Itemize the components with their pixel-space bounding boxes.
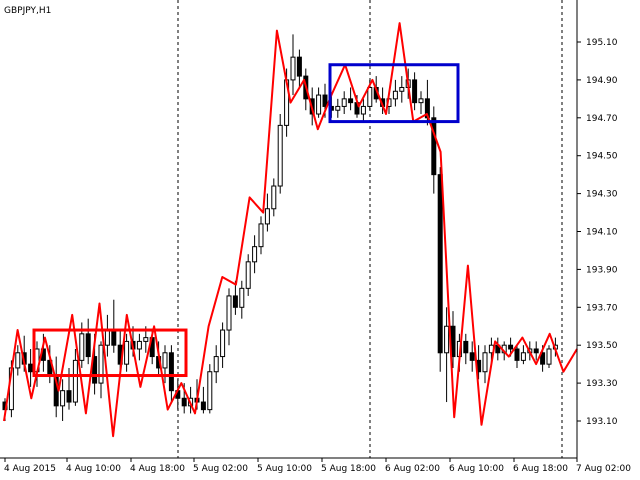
candle-body: [220, 329, 226, 358]
candle-body: [412, 79, 418, 104]
candle-body: [367, 86, 373, 107]
price-tick-label: 194.70: [586, 114, 618, 124]
price-tick-label: 194.90: [586, 76, 618, 86]
candle-body: [232, 295, 238, 308]
candle-body: [104, 329, 110, 346]
candle-body: [335, 105, 341, 111]
candle-body: [258, 223, 264, 248]
candle-body: [514, 348, 520, 361]
price-axis: 195.10 194.90 194.70 194.50 194.30 194.10 193.…: [577, 38, 618, 427]
candle-body: [245, 261, 251, 289]
candle-body: [66, 390, 72, 403]
candle-body: [15, 352, 21, 369]
candle-body: [98, 344, 104, 384]
candle-body: [124, 340, 130, 365]
candle-body: [111, 329, 117, 346]
candle-body: [520, 352, 526, 361]
time-tick-label: 4 Aug 2015: [4, 464, 56, 474]
candle-body: [226, 295, 232, 331]
time-tick-label: 6 Aug 02:00: [385, 464, 440, 474]
price-tick-label: 194.50: [586, 152, 618, 162]
candle-body: [277, 124, 283, 187]
candle-body: [213, 356, 219, 373]
candle-body: [463, 340, 469, 354]
candle-body: [296, 56, 302, 77]
price-tick-label: 193.10: [586, 417, 618, 427]
zigzag-indicator: [3, 22, 578, 438]
time-tick-label: 5 Aug 10:00: [257, 464, 312, 474]
candle-body: [392, 90, 398, 100]
candle-body: [290, 56, 296, 81]
candle-body: [341, 98, 347, 107]
price-tick-label: 193.90: [586, 265, 618, 275]
time-tick-label: 6 Aug 10:00: [449, 464, 504, 474]
candle-body: [546, 348, 552, 365]
candle-body: [85, 333, 91, 358]
candle-body: [207, 371, 213, 411]
candle-body: [252, 246, 258, 263]
time-tick-label: 5 Aug 18:00: [321, 464, 376, 474]
range-box-high: [328, 63, 460, 124]
price-tick-label: 193.30: [586, 379, 618, 389]
price-tick-label: 193.50: [586, 341, 618, 351]
time-tick-label: 4 Aug 10:00: [66, 464, 121, 474]
candle-body: [322, 94, 328, 107]
range-box-low: [32, 328, 188, 378]
candle-body: [136, 340, 142, 350]
price-tick-label: 194.10: [586, 228, 618, 238]
candle-body: [418, 98, 424, 104]
candle-body: [533, 348, 539, 354]
candle-body: [92, 356, 98, 384]
candle-body: [271, 185, 277, 210]
candle-body: [72, 359, 78, 403]
candle-body: [60, 390, 66, 407]
price-tick-label: 193.70: [586, 303, 618, 313]
candle-body: [168, 352, 174, 392]
period-separators: [177, 0, 563, 458]
price-tick-label: 195.10: [586, 38, 618, 48]
candle-body: [444, 325, 450, 354]
candle-body: [431, 117, 437, 176]
time-axis: 4 Aug 2015 4 Aug 10:00 4 Aug 18:00 5 Aug 02…: [4, 458, 631, 474]
candle-body: [181, 397, 187, 407]
time-tick-label: 5 Aug 02:00: [193, 464, 248, 474]
time-tick-label: 6 Aug 18:00: [513, 464, 568, 474]
candle-body: [540, 352, 546, 365]
candle-body: [162, 352, 168, 369]
candle-body: [508, 344, 514, 350]
candle-body: [316, 94, 322, 115]
candle-body: [348, 98, 354, 104]
candle-body: [28, 363, 34, 373]
candle-body: [143, 337, 149, 342]
zigzag-line: [3, 22, 578, 438]
range-boxes: [32, 63, 460, 378]
candle-body: [399, 86, 405, 92]
time-tick-label: 4 Aug 18:00: [130, 464, 185, 474]
time-tick-label: 7 Aug 02:00: [576, 464, 631, 474]
price-tick-label: 194.30: [586, 190, 618, 200]
candle-body: [437, 174, 443, 354]
candle-body: [200, 401, 206, 411]
candle-body: [360, 105, 366, 115]
candle-body: [264, 208, 270, 225]
candle-body: [469, 352, 475, 361]
candle-body: [79, 333, 85, 361]
candle-body: [482, 352, 488, 373]
chart-title: GBPJPY,H1: [4, 6, 51, 16]
candle-body: [239, 287, 245, 308]
